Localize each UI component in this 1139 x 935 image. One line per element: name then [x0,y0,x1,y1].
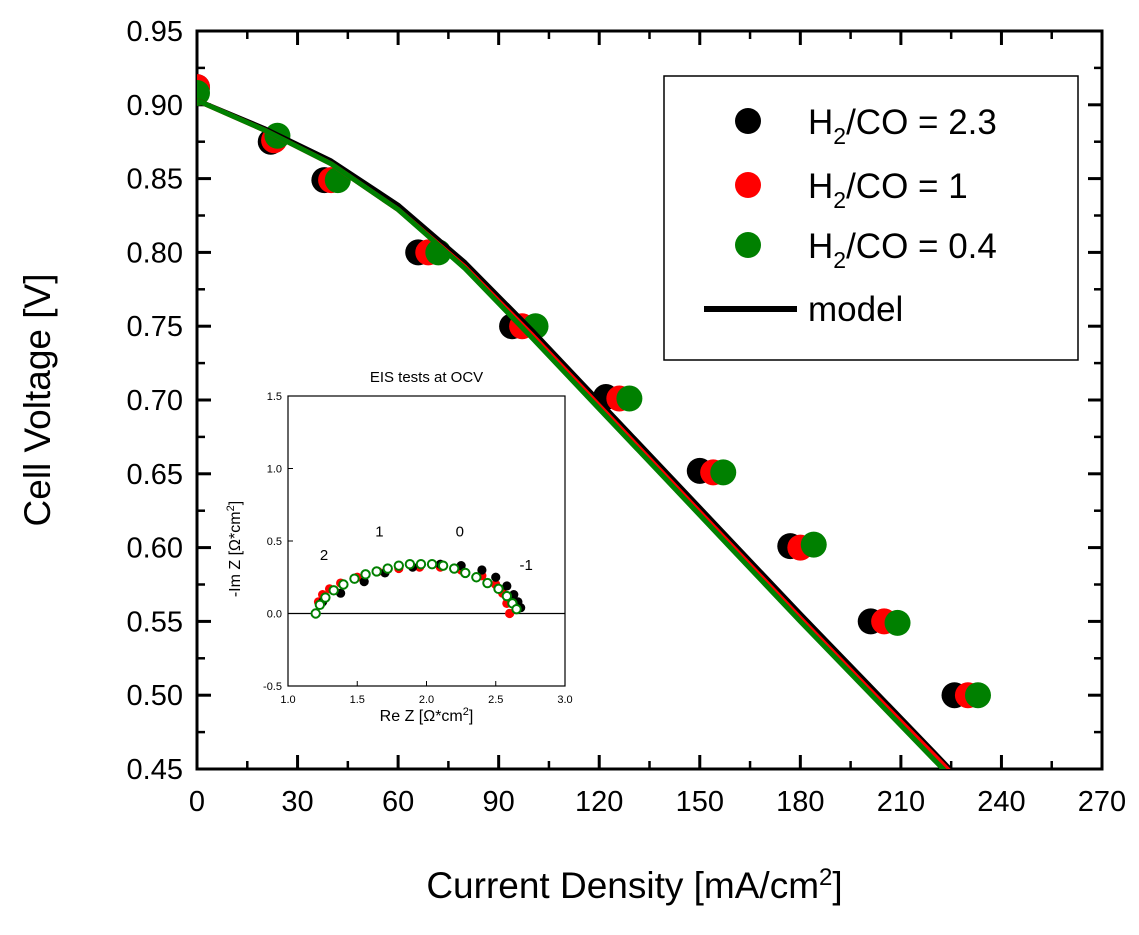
y-tick-label: 0.95 [127,16,183,48]
main-chart: 0 30 60 90 120 150 180 210 240 2700.450.500.550.6… [17,16,1126,906]
inset-point [371,566,382,577]
data-point [710,459,737,486]
inset-y-axis-label: -Im Z [Ω*cm2] [225,501,244,597]
x-axis-label: Current Density [mA/cm2] [426,864,842,907]
inset-annotation: 2 [320,547,328,564]
legend-label-model: model [808,290,903,329]
inset-x-tick-label: 1.0 [280,694,295,706]
legend-marker [735,108,761,134]
inset-point [338,579,349,590]
inset-frame [287,395,566,687]
inset-point [493,583,504,595]
inset-annotation: -1 [520,557,533,574]
model-line-2 [197,98,947,769]
data-point [964,682,991,709]
legend: H2/CO = 2.3 H2/CO = 1 H2/CO = 0.4 model [663,75,1079,361]
inset-point [349,573,360,584]
inset-point [320,592,331,603]
inset-y-tick-label: 1.0 [267,464,282,476]
inset-x-tick-label: 2.0 [419,694,434,706]
x-tick-label: 210 [877,786,925,818]
inset-series-2 [310,559,522,619]
y-tick-label: 0.90 [127,90,183,122]
legend-box [663,75,1079,361]
model-lines [197,98,954,769]
y-tick-label: 0.75 [127,311,183,343]
inset-point [426,559,438,570]
inset-y-tick-label: 0.5 [267,536,282,548]
legend-marker [735,232,761,258]
y-tick-label: 0.60 [127,533,183,565]
y-axis-label: Cell Voltage [V] [17,274,58,527]
inset-point [360,569,371,580]
legend-marker [735,172,761,198]
x-tick-label: 240 [977,786,1025,818]
inset-chart: EIS tests at OCV 1.0 1.5 2.0 2.5 3.0 -0.5 0.0 0.… [225,369,573,725]
data-point [800,531,827,558]
inset-point [328,585,339,596]
inset-point [393,560,404,571]
inset-point [511,603,522,615]
inset-point [471,572,482,583]
legend-label: H2/CO = 0.4 [808,227,997,273]
x-tick-label: 0 [189,786,205,818]
inset-y-tick-label: 1.5 [267,391,282,403]
inset-x-axis-label: Re Z [Ω*cm2] [380,706,474,725]
inset-point [449,563,460,574]
inset-y-tick-label: 0.0 [267,609,282,621]
x-tick-label: 90 [483,786,515,818]
x-tick-label: 150 [676,786,724,818]
data-point [616,385,643,412]
inset-x-tick-label: 1.5 [350,694,365,706]
data-point [884,609,911,636]
inset-point [382,563,393,574]
x-tick-label: 30 [281,786,313,818]
inset-point [460,567,471,579]
inset-point [491,572,501,582]
y-tick-label: 0.50 [127,680,183,712]
y-tick-label: 0.55 [127,606,183,638]
x-tick-label: 60 [382,786,414,818]
inset-annotation: 0 [456,524,464,541]
inset-point [482,577,493,589]
y-tick-label: 0.45 [127,754,183,786]
y-tick-label: 0.70 [127,385,183,417]
y-tick-label: 0.80 [127,237,183,269]
inset-x-tick-label: 2.5 [488,694,503,706]
inset-point [502,581,512,591]
inset-point [404,559,416,570]
x-tick-label: 270 [1078,786,1126,818]
legend-label: H2/CO = 2.3 [808,103,997,149]
inset-annotation: 1 [375,524,383,541]
inset-point [477,565,487,575]
inset-point [310,608,321,619]
inset-point [314,599,326,610]
inset-point [415,559,427,570]
inset-point [501,590,513,602]
y-tick-label: 0.65 [127,459,183,491]
inset-x-tick-label: 3.0 [557,694,572,706]
y-tick-label: 0.85 [127,164,183,196]
x-tick-label: 180 [776,786,824,818]
inset-title: EIS tests at OCV [370,369,483,386]
inset-point [437,560,449,571]
x-tick-label: 120 [575,786,623,818]
inset-y-tick-label: -0.5 [263,681,282,693]
legend-label: H2/CO = 1 [808,167,968,213]
